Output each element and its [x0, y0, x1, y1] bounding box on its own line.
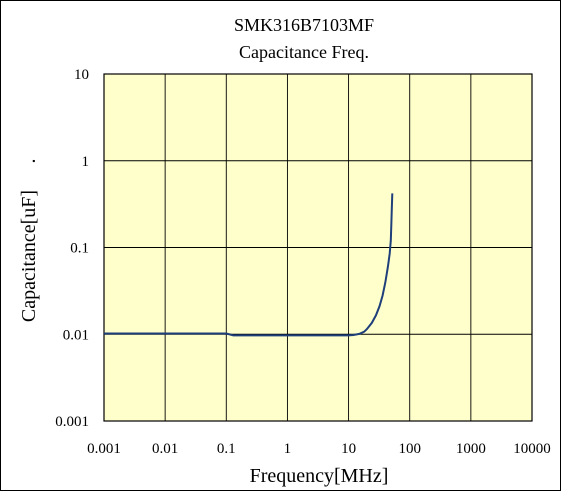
y-axis-label-suffix: . [18, 159, 40, 164]
x-tick-label: 1 [284, 441, 292, 457]
y-axis-label: Capacitance[uF] [18, 190, 40, 322]
y-tick-label: 0.001 [55, 414, 89, 430]
chart-subtitle: Capacitance Freq. [239, 42, 369, 62]
x-axis-label: Frequency[MHz] [250, 465, 389, 487]
y-tick-label: 0.1 [70, 241, 89, 257]
y-tick-label: 1 [82, 154, 90, 170]
x-tick-label: 0.1 [217, 441, 236, 457]
y-tick-label: 10 [74, 67, 89, 83]
x-tick-label: 100 [398, 441, 421, 457]
x-tick-label: 0.001 [87, 441, 121, 457]
x-tick-label: 1000 [456, 441, 486, 457]
x-tick-label: 0.01 [152, 441, 178, 457]
x-tick-label: 10 [341, 441, 356, 457]
x-tick-label: 10000 [513, 441, 551, 457]
y-tick-label: 0.01 [63, 327, 89, 343]
chart-title: SMK316B7103MF [234, 15, 374, 35]
